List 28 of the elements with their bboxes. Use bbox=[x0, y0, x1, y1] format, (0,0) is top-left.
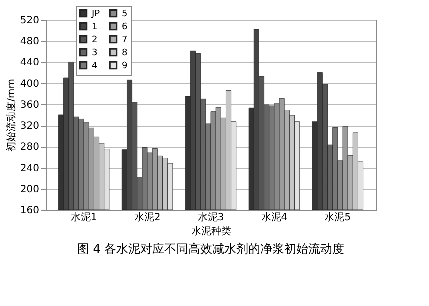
legend-label: 9 bbox=[122, 62, 128, 72]
legend-label: 5 bbox=[122, 10, 128, 20]
y-tick-label: 200 bbox=[20, 184, 40, 196]
y-tick-label: 520 bbox=[20, 16, 40, 26]
legend-label: 3 bbox=[92, 48, 98, 58]
y-tick-label: 360 bbox=[20, 100, 40, 111]
y-tick-label: 320 bbox=[20, 121, 40, 132]
legend-label: 2 bbox=[92, 36, 98, 46]
legend-label: JP bbox=[91, 10, 101, 20]
y-axis-title: 初始流动度/mm bbox=[5, 79, 18, 152]
y-tick-label: 480 bbox=[20, 36, 40, 48]
legend-label: 4 bbox=[92, 62, 98, 72]
x-tick-label: 水泥5 bbox=[324, 212, 352, 224]
x-axis-title: 水泥种类 bbox=[192, 226, 232, 238]
y-tick-label: 240 bbox=[20, 163, 40, 174]
x-tick-label: 水泥2 bbox=[134, 212, 161, 224]
x-tick-label: 水泥3 bbox=[198, 212, 224, 224]
legend-label: 6 bbox=[122, 22, 128, 32]
y-tick-label: 280 bbox=[20, 142, 40, 154]
y-tick-label: 160 bbox=[20, 206, 40, 216]
y-tick-label: 400 bbox=[20, 78, 40, 90]
legend-label: 1 bbox=[92, 22, 98, 32]
x-tick-label: 水泥1 bbox=[70, 212, 98, 224]
legend-label: 7 bbox=[122, 36, 128, 46]
x-tick-label: 水泥4 bbox=[261, 212, 288, 224]
text: 图 4 各水泥对应不同高效减水剂的净浆初始流动度 bbox=[77, 242, 345, 256]
y-tick-label: 440 bbox=[20, 58, 40, 69]
legend-label: 8 bbox=[122, 48, 128, 58]
